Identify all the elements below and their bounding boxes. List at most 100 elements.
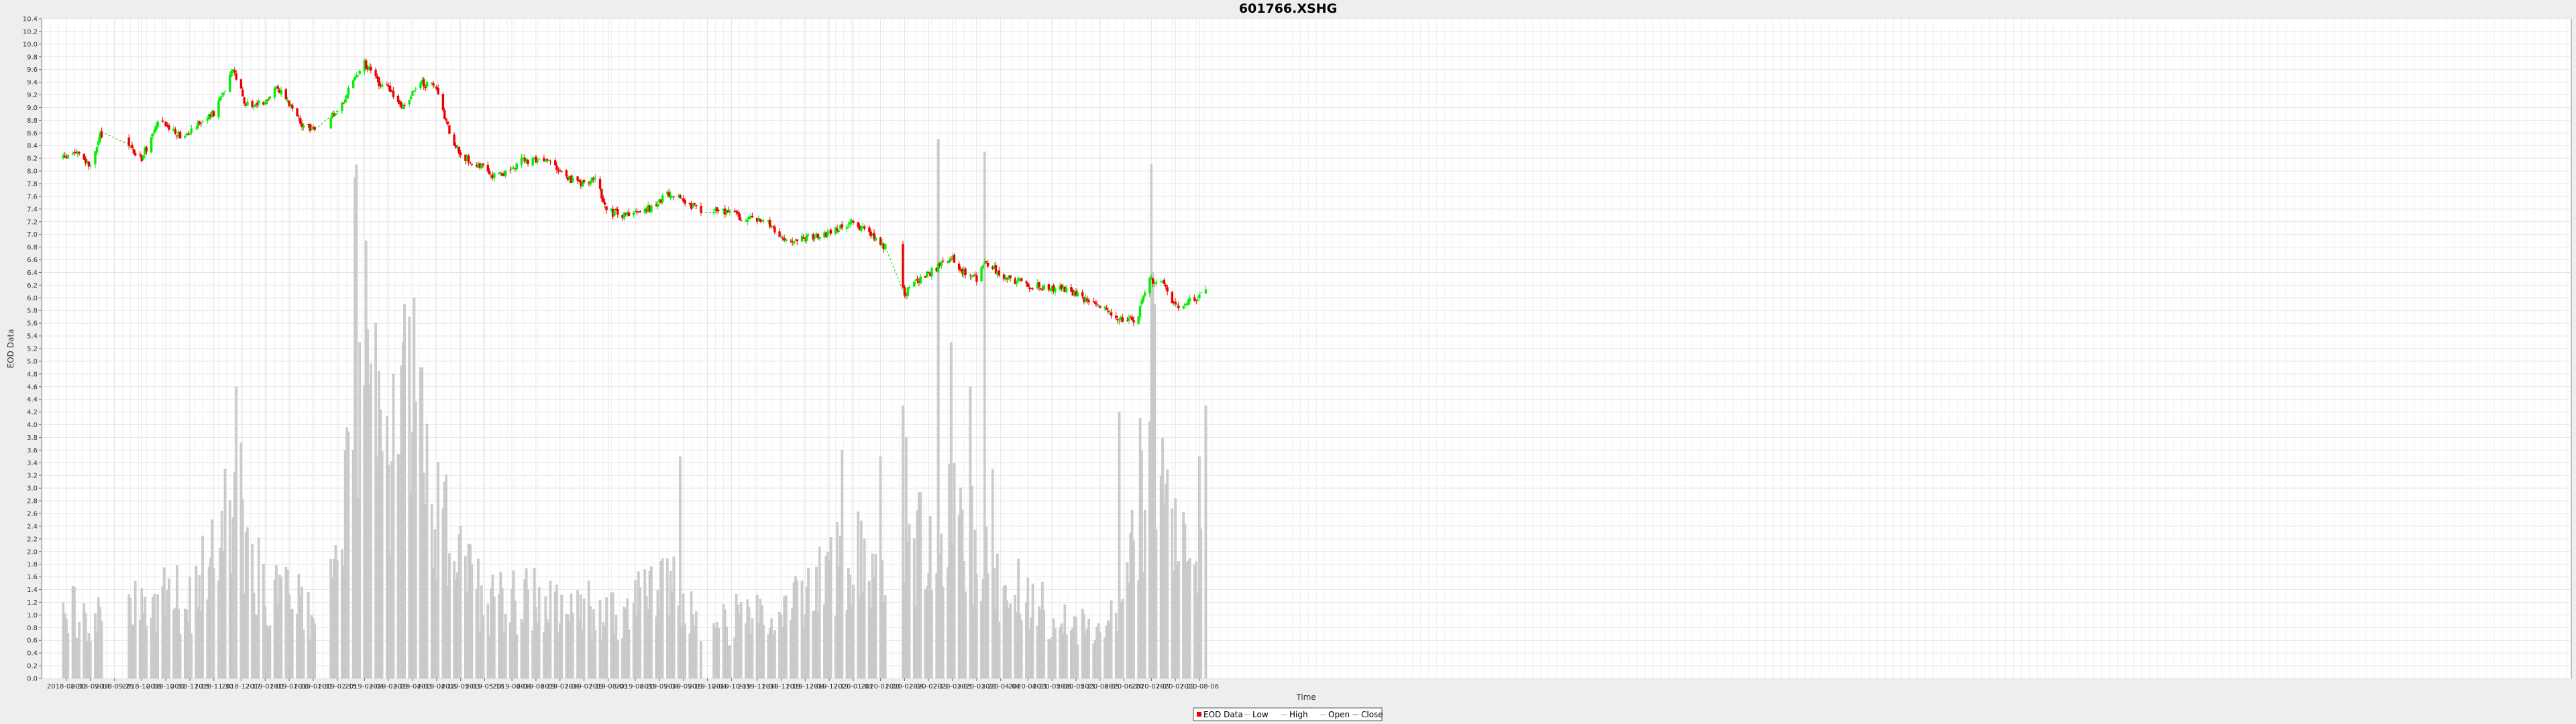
volume-bar — [459, 526, 462, 679]
candle-body — [244, 104, 248, 106]
x-tick-label: 2018-12-17 — [221, 683, 260, 690]
volume-bar — [313, 623, 317, 679]
y-tick-label: 2.6 — [27, 511, 38, 518]
x-tick-label: 2019-10-04 — [688, 683, 727, 690]
volume-bar — [594, 630, 597, 679]
candle-body — [961, 268, 964, 274]
candle-body — [986, 262, 989, 267]
candle-body — [804, 239, 806, 241]
y-tick-label: 3.0 — [27, 485, 38, 493]
volume-bar — [1009, 603, 1012, 679]
candle-body — [951, 256, 954, 259]
candle-body — [545, 159, 549, 161]
y-tick-label: 3.2 — [27, 473, 38, 480]
candle-body — [1173, 302, 1175, 304]
candle-body — [980, 267, 983, 282]
candle-body — [430, 82, 433, 84]
candle-body — [1129, 316, 1132, 318]
candle-body — [1051, 286, 1053, 292]
candle-body — [957, 263, 961, 270]
candle-body — [97, 141, 100, 145]
candle-body — [239, 79, 243, 89]
candle-body — [1161, 281, 1164, 283]
candle-body — [127, 137, 130, 147]
volume-bar — [996, 553, 999, 679]
x-tick-label: 2018-09-14 — [71, 683, 110, 690]
candle-body — [251, 101, 254, 107]
volume-bar — [268, 625, 272, 679]
candle-body — [791, 241, 794, 243]
candle-body — [1150, 277, 1152, 279]
candle-body — [782, 237, 784, 239]
volume-bar — [902, 405, 904, 679]
candle-body — [1070, 287, 1073, 292]
candle-body — [329, 118, 332, 129]
candle-body — [634, 211, 637, 213]
candle-body — [557, 170, 560, 172]
candle-body — [679, 194, 682, 198]
candle-body — [773, 227, 776, 233]
candle-body — [949, 259, 953, 261]
candle-body — [902, 244, 904, 288]
candle-body — [437, 88, 439, 95]
candle-body — [211, 111, 214, 118]
candle-body — [818, 236, 821, 239]
volume-bar — [1065, 634, 1068, 679]
candle-body — [738, 213, 741, 221]
x-tick-label: 2019-06-19 — [517, 683, 555, 690]
volume-bar — [168, 579, 170, 679]
candle-body — [376, 76, 379, 79]
candle-body — [769, 219, 771, 228]
x-tick-label: 2019-01-01 — [246, 683, 284, 690]
candle-body — [345, 95, 348, 99]
candle-body — [142, 156, 145, 160]
x-tick-label: 2019-08-03 — [588, 683, 627, 690]
candle-body — [139, 154, 142, 156]
volume-bar — [335, 560, 339, 679]
y-tick-label: 0.6 — [27, 638, 38, 645]
candle-body — [693, 202, 696, 204]
candle-body — [1148, 278, 1151, 294]
candle-body — [1093, 302, 1097, 304]
volume-bar — [477, 558, 480, 679]
candle-body — [1116, 319, 1119, 320]
candle-body — [873, 233, 875, 240]
x-tick-label: 2019-01-16 — [270, 683, 309, 690]
candle-body — [778, 231, 781, 237]
candle-body — [667, 192, 670, 197]
candle-body — [140, 155, 143, 162]
candle-body — [666, 191, 669, 194]
candle-body — [398, 101, 401, 104]
candle-body — [446, 121, 449, 125]
volume-bar — [178, 634, 182, 679]
candle-body — [1052, 285, 1055, 291]
candle-body — [184, 135, 186, 137]
volume-bar — [482, 615, 484, 679]
candle-body — [357, 75, 360, 76]
volume-bar — [190, 633, 193, 679]
candle-body — [443, 110, 446, 119]
x-tick-label: 2020-06-05 — [1081, 683, 1120, 690]
candle-body — [1036, 282, 1039, 289]
volume-bar — [829, 537, 833, 679]
candle-body — [527, 160, 529, 164]
candle-body — [588, 182, 590, 184]
candle-body — [1041, 289, 1044, 291]
y-tick-label: 6.2 — [27, 282, 38, 290]
candle-body — [881, 242, 883, 245]
x-tick-label: 2019-11-04 — [738, 683, 777, 690]
y-tick-label: 7.4 — [27, 206, 38, 213]
volume-bar — [773, 630, 776, 679]
y-tick-label: 2.2 — [27, 536, 38, 543]
candle-body — [543, 158, 545, 162]
candle-body — [386, 84, 388, 86]
candle-body — [1118, 320, 1121, 322]
candle-body — [906, 288, 909, 296]
candle-body — [868, 227, 871, 232]
candle-body — [879, 237, 882, 245]
candle-body — [413, 90, 416, 91]
volume-bar — [392, 373, 395, 679]
y-tick-label: 3.6 — [27, 447, 38, 455]
candle-body — [688, 203, 691, 204]
candle-body — [533, 157, 536, 159]
